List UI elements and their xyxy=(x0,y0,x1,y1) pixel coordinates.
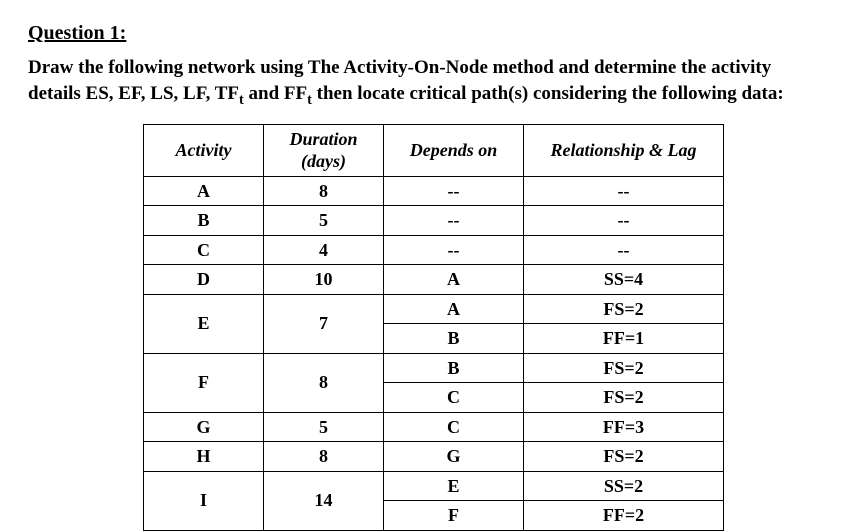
cell-depends: C xyxy=(384,412,524,442)
cell-rel: SS=2 xyxy=(524,471,724,501)
cell-depends: G xyxy=(384,442,524,472)
cell-depends: -- xyxy=(384,235,524,265)
cell-rel: FS=2 xyxy=(524,353,724,383)
page: Question 1: Draw the following network u… xyxy=(0,0,867,513)
cell-depends: B xyxy=(384,353,524,383)
cell-depends: A xyxy=(384,294,524,324)
cell-rel: FS=2 xyxy=(524,442,724,472)
cell-activity: G xyxy=(144,412,264,442)
cell-rel: -- xyxy=(524,235,724,265)
table-row: F 8 B FS=2 xyxy=(144,353,724,383)
cell-duration: 8 xyxy=(264,442,384,472)
table-header-row: Activity Duration (days) Depends on Rela… xyxy=(144,124,724,176)
th-activity: Activity xyxy=(144,124,264,176)
cell-duration: 4 xyxy=(264,235,384,265)
cell-activity: E xyxy=(144,294,264,353)
cell-activity: H xyxy=(144,442,264,472)
cell-duration: 7 xyxy=(264,294,384,353)
cell-duration: 5 xyxy=(264,412,384,442)
cell-rel: FS=2 xyxy=(524,294,724,324)
question-prompt: Draw the following network using The Act… xyxy=(28,55,839,110)
activity-table: Activity Duration (days) Depends on Rela… xyxy=(143,124,724,531)
th-duration: Duration (days) xyxy=(264,124,384,176)
cell-depends: B xyxy=(384,324,524,354)
cell-rel: -- xyxy=(524,176,724,206)
cell-depends: -- xyxy=(384,176,524,206)
cell-activity: A xyxy=(144,176,264,206)
th-depends: Depends on xyxy=(384,124,524,176)
table-row: I 14 E SS=2 xyxy=(144,471,724,501)
table-body: A 8 -- -- B 5 -- -- C 4 -- -- xyxy=(144,176,724,530)
table-container: Activity Duration (days) Depends on Rela… xyxy=(28,124,839,531)
cell-duration: 8 xyxy=(264,353,384,412)
prompt-line-2c: then locate critical path(s) considering… xyxy=(312,83,784,104)
cell-depends: C xyxy=(384,383,524,413)
table-row: G 5 C FF=3 xyxy=(144,412,724,442)
cell-depends: -- xyxy=(384,206,524,236)
prompt-line-1: Draw the following network using The Act… xyxy=(28,57,771,78)
cell-rel: -- xyxy=(524,206,724,236)
table-row: C 4 -- -- xyxy=(144,235,724,265)
cell-activity: F xyxy=(144,353,264,412)
question-heading: Question 1: xyxy=(28,22,839,45)
cell-rel: FF=1 xyxy=(524,324,724,354)
cell-activity: I xyxy=(144,471,264,530)
table-row: A 8 -- -- xyxy=(144,176,724,206)
table-row: B 5 -- -- xyxy=(144,206,724,236)
cell-activity: B xyxy=(144,206,264,236)
th-rel: Relationship & Lag xyxy=(524,124,724,176)
cell-rel: FF=3 xyxy=(524,412,724,442)
prompt-line-2a: details ES, EF, LS, LF, TF xyxy=(28,83,239,104)
cell-activity: C xyxy=(144,235,264,265)
cell-depends: E xyxy=(384,471,524,501)
cell-rel: FF=2 xyxy=(524,501,724,531)
cell-activity: D xyxy=(144,265,264,295)
th-duration-l1: Duration xyxy=(289,129,357,149)
cell-depends: A xyxy=(384,265,524,295)
cell-duration: 10 xyxy=(264,265,384,295)
prompt-line-2b: and FF xyxy=(244,83,307,104)
cell-rel: FS=2 xyxy=(524,383,724,413)
cell-rel: SS=4 xyxy=(524,265,724,295)
th-duration-l2: (days) xyxy=(301,151,346,171)
table-row: H 8 G FS=2 xyxy=(144,442,724,472)
table-row: D 10 A SS=4 xyxy=(144,265,724,295)
cell-duration: 5 xyxy=(264,206,384,236)
cell-duration: 14 xyxy=(264,471,384,530)
table-row: E 7 A FS=2 xyxy=(144,294,724,324)
cell-duration: 8 xyxy=(264,176,384,206)
cell-depends: F xyxy=(384,501,524,531)
